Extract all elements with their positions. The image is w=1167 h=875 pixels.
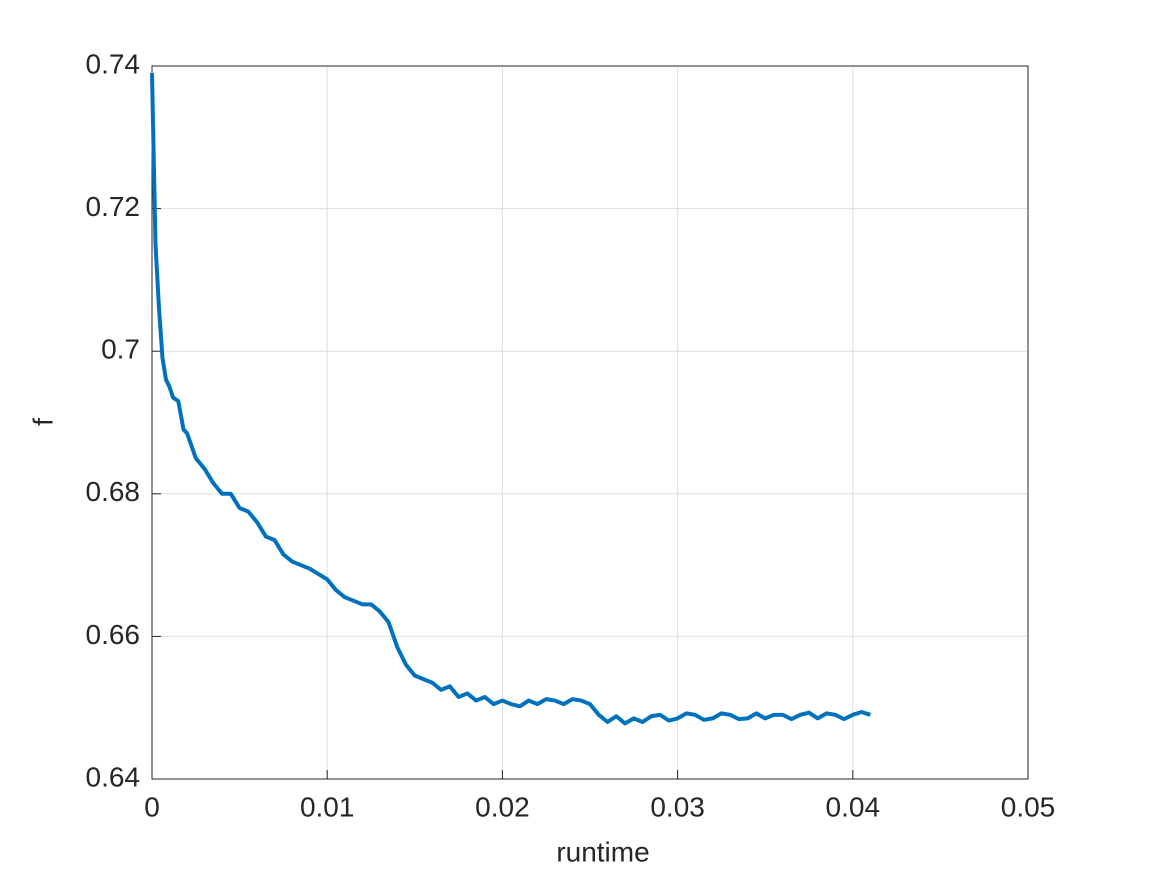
- x-axis-label: runtime: [556, 836, 649, 867]
- y-tick-label: 0.68: [86, 476, 141, 507]
- y-tick-label: 0.7: [101, 334, 140, 365]
- x-tick-label: 0.01: [300, 791, 355, 822]
- y-tick-label: 0.66: [86, 619, 141, 650]
- x-tick-label: 0.05: [1001, 791, 1056, 822]
- y-tick-label: 0.74: [86, 48, 141, 79]
- x-tick-label: 0.04: [826, 791, 881, 822]
- x-tick-label: 0: [144, 791, 160, 822]
- y-axis-label: f: [27, 418, 58, 426]
- y-tick-label: 0.64: [86, 761, 141, 792]
- data-line: [150, 73, 871, 726]
- plot-area: [152, 66, 1028, 779]
- x-tick-label: 0.03: [650, 791, 705, 822]
- x-tick-label: 0.02: [475, 791, 530, 822]
- axes-box: [151, 65, 1029, 780]
- y-tick-label: 0.72: [86, 191, 141, 222]
